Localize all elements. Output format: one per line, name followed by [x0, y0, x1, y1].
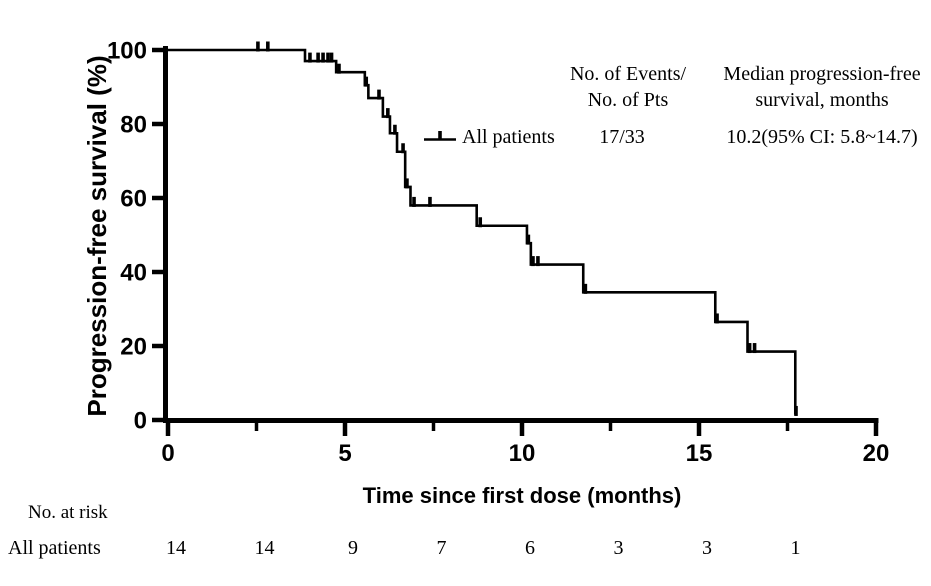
at-risk-value: 3 — [613, 537, 624, 559]
at-risk-value: 14 — [166, 537, 186, 559]
x-axis-tick-label: 15 — [686, 440, 713, 467]
legend-series-label: All patients — [462, 126, 555, 148]
x-axis-tick-label: 0 — [161, 440, 174, 467]
events-column-header: No. of Events/ No. of Pts — [569, 63, 687, 111]
y-axis-tick-label: 100 — [107, 38, 147, 65]
y-axis-tick-label: 20 — [120, 334, 147, 361]
number-at-risk-title: No. at risk — [28, 502, 108, 523]
y-axis-tick-label: 0 — [134, 408, 147, 435]
median-column-header: Median progression-free survival, months — [723, 63, 921, 111]
at-risk-value: 3 — [702, 537, 712, 559]
y-axis-tick-label: 40 — [120, 260, 147, 287]
y-axis-tick-label: 80 — [120, 112, 147, 139]
all-patients-curve-symbol — [424, 131, 456, 141]
x-axis-tick-label: 20 — [863, 440, 890, 467]
at-risk-value: 7 — [436, 537, 447, 559]
at-risk-row-label: All patients — [8, 537, 101, 559]
x-axis-tick-label: 5 — [338, 440, 351, 467]
at-risk-value: 14 — [254, 537, 275, 559]
legend-events-value: 17/33 — [599, 126, 645, 148]
at-risk-value: 6 — [525, 537, 535, 559]
x-axis-tick-label: 10 — [509, 440, 536, 467]
x-axis-title: Time since first dose (months) — [362, 483, 682, 508]
at-risk-value: 9 — [348, 537, 358, 559]
y-axis-tick-label: 60 — [120, 186, 147, 213]
at-risk-value: 1 — [790, 537, 801, 559]
legend-median-value: 10.2(95% CI: 5.8~14.7) — [726, 126, 918, 148]
